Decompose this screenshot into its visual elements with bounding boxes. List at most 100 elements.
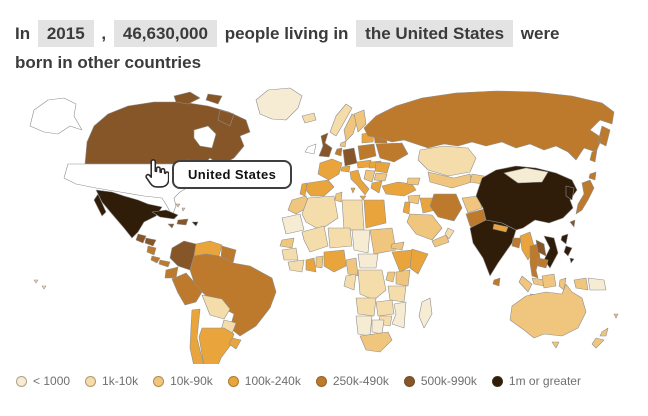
country-cameroon[interactable] [345, 257, 359, 277]
country-chile[interactable] [189, 308, 204, 364]
country-peru[interactable] [171, 272, 203, 306]
country-brazil[interactable] [189, 253, 277, 337]
country-new-zealand[interactable] [591, 337, 605, 349]
country-cuba[interactable] [151, 209, 179, 220]
country-levant[interactable] [402, 201, 411, 215]
country-oman[interactable] [444, 227, 455, 240]
country-ghana[interactable] [305, 257, 317, 273]
country-kenya[interactable] [395, 269, 411, 287]
country-saudi-arabia[interactable] [406, 213, 443, 241]
country-japan[interactable] [575, 171, 597, 215]
country-afghanistan[interactable] [461, 195, 483, 214]
country-united-kingdom[interactable] [318, 132, 333, 158]
country-botswana[interactable] [371, 319, 385, 335]
country-eritrea[interactable] [390, 241, 405, 251]
country-indonesia-borneo[interactable] [541, 273, 557, 289]
country-ivory-coast[interactable] [287, 259, 305, 273]
country-balkans[interactable] [363, 169, 376, 183]
country-bahamas[interactable] [181, 207, 186, 212]
country-bangladesh[interactable] [511, 237, 522, 249]
country-central-african-republic[interactable] [357, 253, 379, 269]
country-denmark[interactable] [339, 140, 347, 148]
country-portugal[interactable] [299, 182, 308, 197]
country-poland[interactable] [357, 143, 377, 161]
country-germany[interactable] [342, 147, 358, 167]
country-tanzania[interactable] [387, 285, 407, 303]
country-turkey[interactable] [381, 181, 417, 197]
country-philippines[interactable] [569, 257, 575, 264]
country-namibia[interactable] [355, 315, 373, 337]
country-angola[interactable] [355, 297, 377, 317]
country-philippines[interactable] [563, 245, 573, 257]
country-south-africa[interactable] [359, 331, 393, 353]
country-italy[interactable] [349, 169, 370, 196]
country-morocco[interactable] [287, 195, 311, 215]
country-bolivia[interactable] [201, 294, 231, 320]
country-mauritania[interactable] [281, 213, 305, 235]
country-puerto-rico[interactable] [191, 221, 199, 227]
country-india[interactable] [469, 219, 517, 277]
country-mozambique[interactable] [391, 301, 407, 329]
country-hispaniola[interactable] [176, 218, 189, 226]
country-libya[interactable] [341, 199, 365, 231]
country-pacific-island[interactable] [33, 279, 39, 284]
country-ukraine[interactable] [375, 142, 409, 163]
country-tasmania[interactable] [551, 341, 560, 349]
country-zambia[interactable] [375, 299, 395, 317]
country-pacific-island[interactable] [41, 285, 47, 290]
country-iceland[interactable] [301, 112, 317, 124]
country-baffin-island[interactable] [217, 109, 235, 127]
country-cambodia[interactable] [537, 257, 549, 269]
country-syria[interactable] [407, 194, 421, 205]
country-nicaragua[interactable] [146, 245, 157, 256]
country-finland[interactable] [353, 109, 367, 133]
country-papua-new-guinea[interactable] [587, 277, 607, 291]
country-honduras[interactable] [144, 237, 157, 247]
country-fiji[interactable] [613, 313, 619, 319]
country-algeria[interactable] [301, 195, 339, 231]
country-australia[interactable] [509, 283, 587, 339]
country-sudan[interactable] [369, 227, 397, 255]
country-uganda[interactable] [385, 271, 396, 283]
year-dropdown[interactable]: 2015 [37, 20, 94, 47]
country-dropdown[interactable]: the United States [356, 20, 514, 47]
country-russia[interactable] [363, 90, 615, 163]
country-egypt[interactable] [363, 199, 387, 229]
country-new-zealand[interactable] [599, 327, 609, 337]
country-ireland[interactable] [304, 143, 317, 155]
country-chad[interactable] [351, 229, 371, 254]
country-panama[interactable] [158, 259, 171, 268]
country-indonesia-sumatra[interactable] [518, 275, 533, 293]
country-nepal[interactable] [492, 223, 509, 233]
count-dropdown[interactable]: 46,630,000 [113, 20, 217, 47]
country-alaska[interactable] [29, 97, 83, 135]
country-yemen[interactable] [431, 234, 450, 248]
country-sweden[interactable] [343, 113, 359, 142]
country-greenland[interactable] [255, 87, 303, 121]
country-guatemala[interactable] [135, 233, 147, 244]
country-france[interactable] [317, 158, 343, 181]
country-philippines[interactable] [560, 233, 569, 245]
country-argentina[interactable] [198, 327, 235, 364]
country-ecuador[interactable] [164, 266, 179, 279]
country-somalia[interactable] [409, 248, 429, 275]
country-costa-rica[interactable] [150, 255, 161, 264]
country-sicily[interactable] [359, 195, 367, 201]
country-niger[interactable] [327, 227, 353, 249]
country-kazakhstan[interactable] [417, 145, 477, 177]
country-dr-congo[interactable] [357, 269, 387, 301]
country-jamaica[interactable] [167, 223, 175, 229]
country-taiwan[interactable] [569, 219, 576, 228]
country-west-new-guinea[interactable] [573, 277, 589, 291]
country-nigeria[interactable] [323, 249, 347, 273]
country-switzerland[interactable] [340, 165, 351, 173]
country-romania[interactable] [374, 161, 391, 174]
country-arctic-island[interactable] [173, 91, 201, 105]
country-arctic-island[interactable] [205, 93, 223, 105]
country-benelux[interactable] [334, 147, 343, 157]
country-spain[interactable] [304, 179, 335, 197]
country-senegal[interactable] [279, 237, 295, 249]
country-tunisia[interactable] [334, 191, 343, 203]
country-norway[interactable] [329, 103, 353, 137]
country-mexico[interactable] [93, 189, 163, 239]
